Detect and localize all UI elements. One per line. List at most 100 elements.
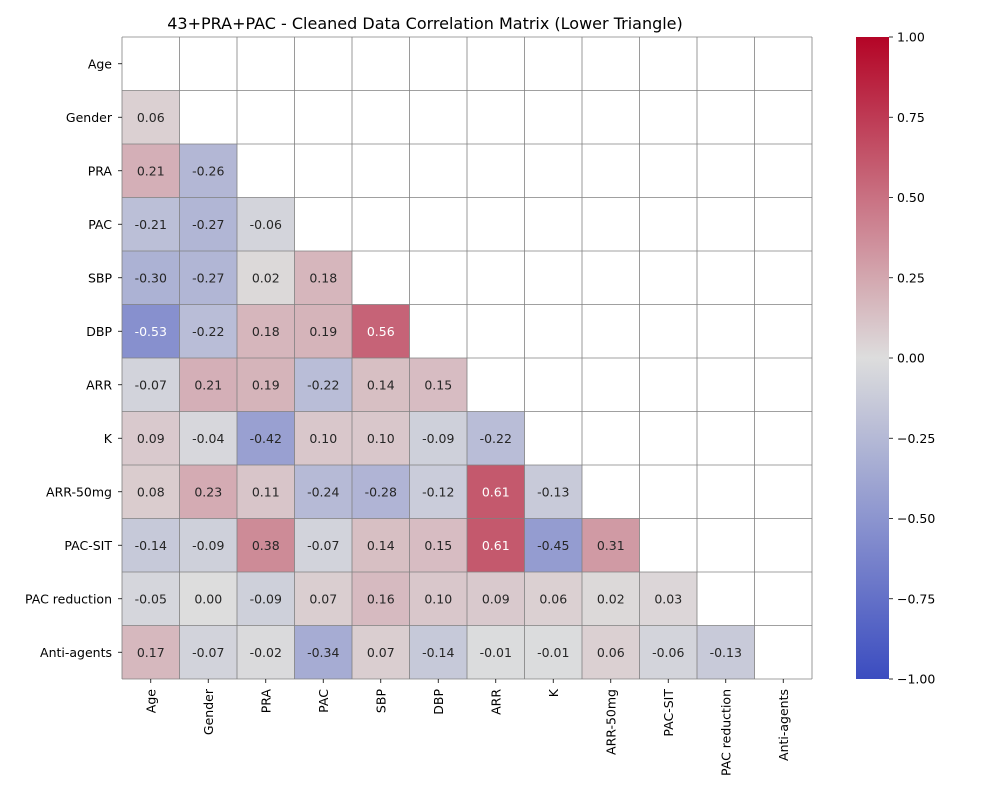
cell-value-label: 0.61	[482, 538, 510, 553]
heatmap-cell	[409, 358, 467, 412]
heatmap-cell	[179, 304, 237, 358]
colorbar-tick-label: 1.00	[897, 30, 925, 45]
column-tick-label: PRA	[258, 689, 273, 714]
cell-value-label: -0.27	[192, 270, 224, 285]
cell-value-label: 0.31	[597, 538, 625, 553]
heatmap-cell	[122, 251, 180, 305]
cell-value-label: 0.06	[137, 110, 165, 125]
heatmap-cell	[122, 197, 180, 251]
cell-value-label: -0.24	[307, 484, 339, 499]
cell-value-label: 0.10	[367, 431, 395, 446]
heatmap-cell	[582, 518, 640, 572]
heatmap-cell	[352, 518, 410, 572]
column-tick-label: PAC	[316, 689, 331, 713]
cell-value-label: -0.06	[652, 645, 684, 660]
heatmap-cell	[122, 90, 180, 144]
row-tick-label: K	[104, 431, 113, 446]
cell-value-label: -0.45	[537, 538, 569, 553]
cell-value-label: 0.02	[597, 591, 625, 606]
heatmap-cell	[294, 304, 352, 358]
heatmap-cell	[179, 465, 237, 519]
cell-value-label: -0.22	[480, 431, 512, 446]
cell-value-label: 0.08	[137, 484, 165, 499]
heatmap-cell	[122, 518, 180, 572]
row-tick-label: DBP	[86, 324, 112, 339]
cell-value-label: -0.09	[250, 591, 282, 606]
cell-value-label: -0.01	[537, 645, 569, 660]
cell-value-label: 0.15	[424, 538, 452, 553]
cell-value-label: 0.16	[367, 591, 395, 606]
heatmap-cell	[467, 572, 525, 626]
heatmap-cell	[122, 304, 180, 358]
column-tick-label: DBP	[431, 689, 446, 715]
heatmap-cell	[122, 411, 180, 465]
cell-value-label: -0.22	[307, 377, 339, 392]
cell-value-label: -0.26	[192, 163, 224, 178]
cell-value-label: 0.21	[194, 377, 222, 392]
heatmap-cell	[352, 572, 410, 626]
column-tick-label: PAC reduction	[718, 689, 733, 776]
heatmap-cell	[352, 465, 410, 519]
heatmap-cell	[639, 572, 697, 626]
row-tick-label: Age	[88, 56, 112, 71]
heatmap-cell	[122, 144, 180, 198]
row-tick-label: PAC-SIT	[64, 538, 112, 553]
cell-value-label: -0.13	[710, 645, 742, 660]
heatmap-cell	[409, 465, 467, 519]
heatmap-cell	[467, 465, 525, 519]
heatmap-cell	[122, 572, 180, 626]
cell-value-label: -0.01	[480, 645, 512, 660]
heatmap-cell	[179, 251, 237, 305]
colorbar-tick-label: −0.50	[897, 511, 935, 526]
cell-value-label: 0.19	[309, 324, 337, 339]
colorbar-tick-label: 0.75	[897, 110, 925, 125]
cell-value-label: -0.21	[135, 217, 167, 232]
cell-value-label: -0.12	[422, 484, 454, 499]
cell-value-label: -0.06	[250, 217, 282, 232]
heatmap-cell	[467, 625, 525, 679]
cell-value-label: 0.09	[482, 591, 510, 606]
cell-value-label: 0.19	[252, 377, 280, 392]
heatmap-cell	[179, 411, 237, 465]
heatmap-cell	[294, 251, 352, 305]
cell-value-label: 0.14	[367, 377, 395, 392]
row-tick-label: PAC reduction	[25, 591, 112, 606]
colorbar: 1.00 0.75 0.50 0.25 0.00 −0.25 −0.50 −0.75 −1.00	[856, 30, 935, 687]
heatmap-cell	[524, 625, 582, 679]
cell-value-label: -0.22	[192, 324, 224, 339]
cell-value-label: -0.07	[307, 538, 339, 553]
heatmap-cell	[639, 625, 697, 679]
heatmap-cell	[237, 304, 295, 358]
heatmap-cell	[237, 411, 295, 465]
cell-value-label: 0.14	[367, 538, 395, 553]
cell-value-label: 0.17	[137, 645, 165, 660]
heatmap-cell	[467, 411, 525, 465]
cell-value-label: -0.13	[537, 484, 569, 499]
cell-value-label: -0.42	[250, 431, 282, 446]
colorbar-tick-label: 0.25	[897, 270, 925, 285]
colorbar-tick-label: 0.50	[897, 190, 925, 205]
colorbar-tick-label: 0.00	[897, 351, 925, 366]
row-tick-label: ARR	[86, 377, 112, 392]
column-tick-labels: Age Gender PRA PAC SBP DBP ARR K ARR-50mg PAC-SIT…	[143, 679, 791, 776]
cell-value-label: 0.06	[597, 645, 625, 660]
cell-value-label: 0.21	[137, 163, 165, 178]
heatmap-cell	[467, 518, 525, 572]
colorbar-tick-label: −0.25	[897, 431, 935, 446]
column-tick-label: ARR-50mg	[603, 689, 618, 755]
cell-value-label: -0.07	[135, 377, 167, 392]
cell-value-label: 0.18	[252, 324, 280, 339]
cell-value-label: 0.02	[252, 270, 280, 285]
cell-value-label: 0.00	[194, 591, 222, 606]
column-tick-label: Age	[143, 689, 158, 713]
heatmap-cell	[409, 518, 467, 572]
heatmap-cell	[294, 411, 352, 465]
heatmap-cell	[237, 251, 295, 305]
cell-value-label: 0.38	[252, 538, 280, 553]
cell-value-label: 0.23	[194, 484, 222, 499]
row-tick-labels: Age Gender PRA PAC SBP DBP ARR K ARR-50mg PAC-SI…	[25, 56, 122, 660]
cell-value-label: 0.09	[137, 431, 165, 446]
cell-value-label: 0.10	[309, 431, 337, 446]
row-tick-label: PAC	[88, 217, 112, 232]
cell-value-label: 0.06	[539, 591, 567, 606]
